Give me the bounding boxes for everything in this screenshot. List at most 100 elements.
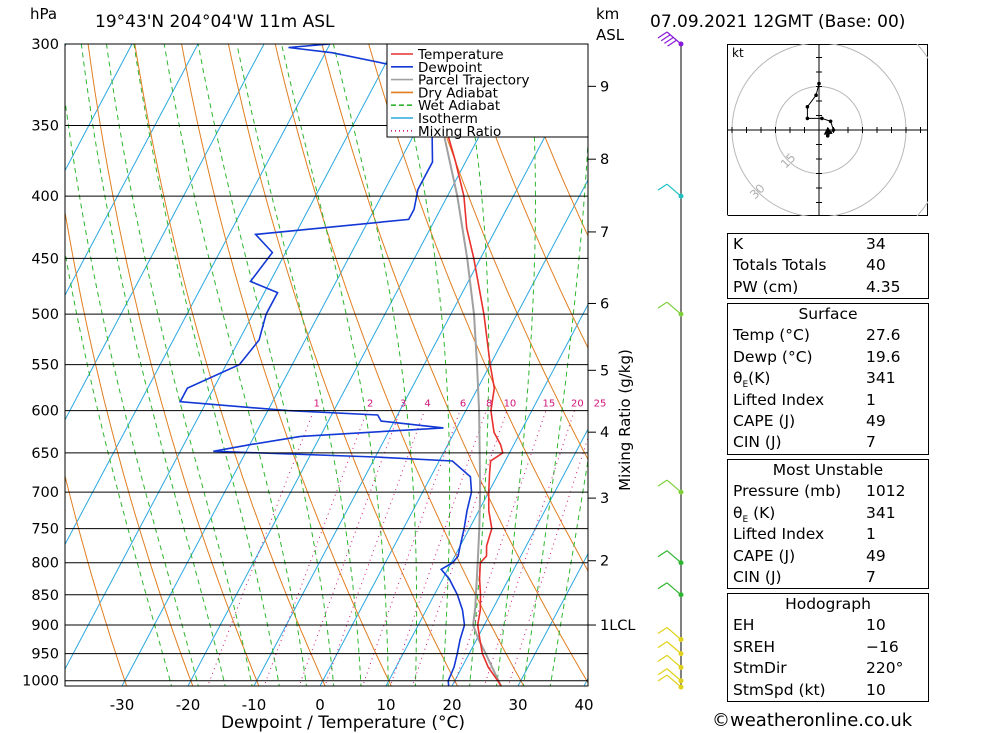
wet-adiabat-line: [549, 457, 588, 686]
temperature-profile-line: [421, 44, 504, 686]
index-value: 4.35: [866, 277, 901, 296]
legend-box: [386, 43, 589, 138]
most-unstable-row: θE (K) 341: [728, 503, 928, 525]
wind-barb-staff: [666, 674, 682, 688]
most-unstable-label: Lifted Index: [733, 525, 825, 544]
mixing-ratio-label: 25: [594, 399, 607, 410]
temperature-tick-label: -30: [110, 696, 135, 714]
mixing-ratio-label: 8: [486, 399, 492, 410]
isotherm-line: [65, 44, 397, 671]
most-unstable-row: CAPE (J) 49: [728, 546, 928, 567]
mixing-ratio-label: 1: [314, 399, 320, 410]
credit-link[interactable]: ©weatheronline.co.uk: [712, 710, 913, 731]
dry-adiabat-line: [87, 44, 260, 686]
index-label: Totals Totals: [733, 256, 827, 275]
wind-barb-feather: [657, 301, 668, 309]
index-label: K: [733, 235, 744, 253]
most-unstable-table: Most Unstable Pressure (mb) 1012 θE (K) 341…: [727, 459, 929, 590]
isotherm-line: [65, 44, 331, 546]
wet-adiabat-line: [280, 44, 389, 686]
pressure-tick-label: 650: [31, 446, 59, 462]
wind-barb: [657, 582, 682, 596]
index-value: 34: [866, 235, 886, 253]
surface-value: 341: [866, 369, 896, 388]
hodograph-panel: 153045kt: [727, 44, 928, 216]
surface-title: Surface: [798, 305, 858, 323]
wind-barb-feather: [657, 582, 668, 590]
pressure-tick-label: 600: [31, 404, 59, 420]
isotherm-line: [65, 44, 133, 172]
isotherm-line: [65, 44, 199, 297]
x-axis-label: Dewpoint / Temperature (°C): [221, 713, 465, 733]
isotherm-line: [65, 44, 265, 421]
wind-barb: [657, 641, 682, 655]
km-tick-label: 3: [600, 491, 609, 507]
mixing-ratio-line: [362, 410, 461, 686]
isotherm-line: [319, 178, 588, 686]
wind-barb-feather: [657, 641, 668, 649]
mixing-ratio-label: 2: [367, 399, 373, 410]
pressure-tick-label: 950: [31, 647, 59, 663]
surface-label: CIN (J): [733, 433, 782, 452]
hodograph-table: Hodograph EH 10 SREH −16 StmDir 220° StmSpd (k…: [727, 593, 929, 702]
mixing-ratio-line: [263, 410, 368, 686]
wind-barb-feather: [664, 36, 674, 44]
wind-barb: [657, 479, 682, 493]
mixing-ratio-line: [324, 410, 425, 686]
surface-label: Dewp (°C): [733, 347, 813, 366]
wind-barb-feather: [657, 550, 668, 558]
surface-row: Temp (°C) 27.6: [728, 325, 928, 346]
most-unstable-value: 7: [866, 567, 876, 586]
surface-label: CAPE (J): [733, 411, 796, 430]
legend-label: Dewpoint: [418, 60, 482, 76]
most-unstable-row: Lifted Index 1: [728, 524, 928, 545]
dry-adiabat-line: [321, 44, 588, 684]
pressure-tick-label: 1000: [22, 674, 59, 690]
hodograph-point: [805, 105, 810, 109]
index-row: PW (cm) 4.35: [728, 277, 928, 298]
isotherm-line: [517, 552, 588, 686]
surface-row: CAPE (J) 49: [728, 411, 928, 432]
km-tick-label: 4: [600, 425, 609, 441]
temperature-tick-label: 10: [376, 696, 395, 714]
hodograph-label: StmDir: [733, 659, 787, 678]
plot-area: [65, 44, 588, 686]
surface-table: Surface Temp (°C) 27.6 Dewp (°C) 19.6 θE(K) 3…: [727, 303, 929, 455]
dry-adiabat-line: [65, 209, 194, 686]
mixing-ratio-label: 3: [400, 399, 406, 410]
legend-label: Parcel Trajectory: [418, 73, 530, 89]
surface-label: Lifted Index: [733, 390, 825, 409]
indices-table: K 34 Totals Totals 40 PW (cm) 4.35: [727, 233, 929, 300]
hodograph-point: [820, 116, 824, 121]
legend-label: Mixing Ratio: [418, 124, 501, 140]
hodograph-label: EH: [733, 616, 755, 635]
most-unstable-value: 49: [866, 546, 886, 565]
index-row: Totals Totals 40: [728, 255, 928, 276]
dry-adiabat-line: [274, 44, 525, 686]
temperature-tick-label: 20: [442, 696, 461, 714]
wet-adiabat-line: [522, 134, 588, 686]
km-tick-label: 5: [600, 363, 609, 379]
dry-adiabat-line: [227, 44, 459, 686]
wind-barb-staff: [666, 31, 682, 45]
hodograph-value: 10: [866, 616, 886, 635]
km-tick-label: 7: [600, 225, 609, 241]
hodograph-point: [814, 93, 818, 97]
temperature-tick-label: 30: [508, 696, 527, 714]
pressure-tick-label: 800: [31, 556, 59, 572]
most-unstable-row: CIN (J) 7: [728, 567, 928, 588]
surface-row: Dewp (°C) 19.6: [728, 347, 928, 368]
mixing-ratio-axis-label: Mixing Ratio (g/kg): [616, 349, 634, 491]
pressure-tick-label: 750: [31, 522, 59, 538]
wind-barb-feather: [657, 654, 668, 662]
wind-barb-feather: [657, 668, 668, 676]
wind-barb-staff: [666, 479, 682, 493]
wet-adiabat-line: [197, 44, 335, 686]
km-tick-label: 6: [600, 296, 609, 312]
wet-adiabat-line: [105, 44, 253, 686]
pressure-tick-label: 700: [31, 485, 59, 501]
wind-barb: [657, 301, 682, 315]
pressure-tick-label: 450: [31, 251, 59, 267]
hodograph-point: [828, 119, 833, 124]
hodograph-label: SREH: [733, 637, 776, 656]
